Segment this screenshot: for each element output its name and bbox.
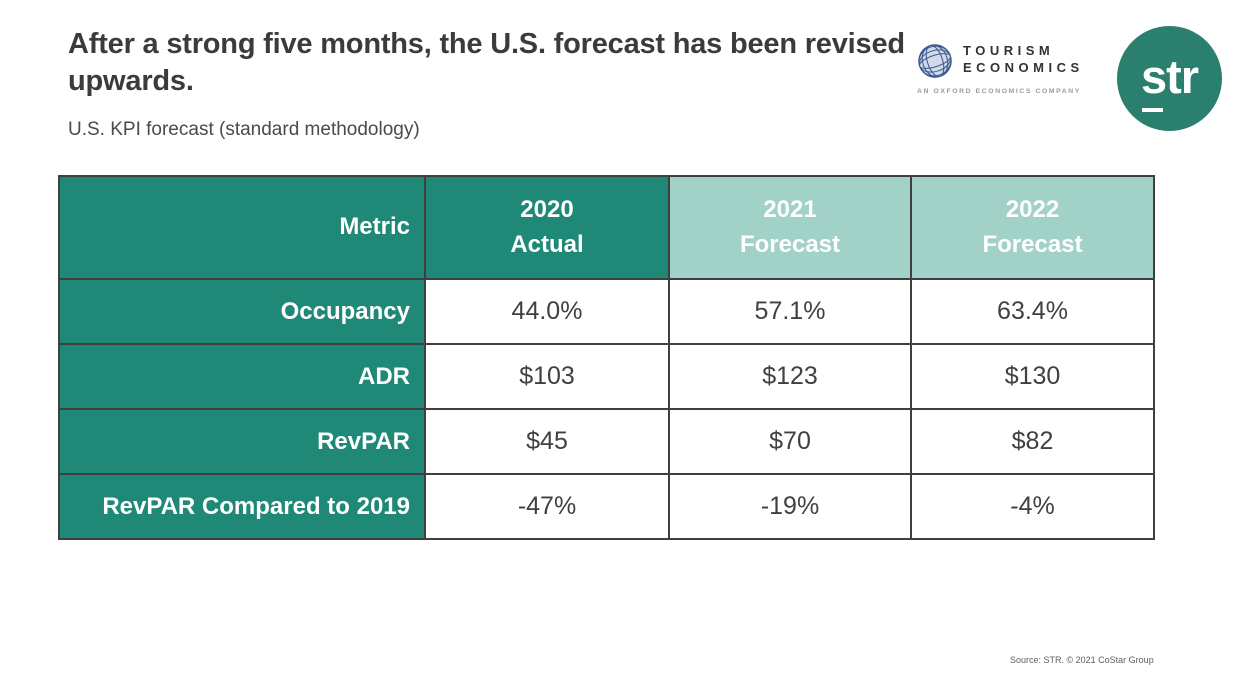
value-cell: $130 — [910, 343, 1155, 410]
str-logo: str — [1117, 26, 1222, 131]
table-row: RevPAR Compared to 2019 -47% -19% -4% — [58, 473, 1155, 540]
table-row: Occupancy 44.0% 57.1% 63.4% — [58, 278, 1155, 345]
value-cell: 44.0% — [424, 278, 670, 345]
value-cell: -19% — [668, 473, 912, 540]
metric-cell: RevPAR Compared to 2019 — [58, 473, 426, 540]
header-cell-2021-forecast: 2021 Forecast — [668, 175, 912, 280]
kpi-forecast-table: Metric 2020 Actual 2021 Forecast 2022 Fo… — [58, 175, 1155, 540]
metric-cell: ADR — [58, 343, 426, 410]
slide-subtitle: U.S. KPI forecast (standard methodology) — [68, 119, 420, 140]
header-cell-2020-actual: 2020 Actual — [424, 175, 670, 280]
table-row: ADR $103 $123 $130 — [58, 343, 1155, 410]
value-cell: $123 — [668, 343, 912, 410]
value-cell: $70 — [668, 408, 912, 475]
tourism-economics-line2: ECONOMICS — [963, 59, 1084, 75]
metric-cell: Occupancy — [58, 278, 426, 345]
str-underline — [1142, 108, 1163, 112]
value-cell: $103 — [424, 343, 670, 410]
value-cell: $45 — [424, 408, 670, 475]
header-year: 2022 — [1005, 195, 1060, 223]
header-label: Forecast — [982, 230, 1083, 258]
value-cell: -4% — [910, 473, 1155, 540]
header-label: Forecast — [739, 230, 841, 258]
value-cell: $82 — [910, 408, 1155, 475]
header-cell-metric: Metric — [58, 175, 426, 280]
str-wordmark: str — [1141, 50, 1199, 103]
source-note: Source: STR. © 2021 CoStar Group — [1010, 655, 1154, 665]
tourism-economics-logo-top: TOURISM ECONOMICS — [916, 40, 1086, 80]
table-row: RevPAR $45 $70 $82 — [58, 408, 1155, 475]
str-letters-tr: tr — [1166, 50, 1199, 103]
tourism-economics-wordmark: TOURISM ECONOMICS — [963, 40, 1084, 77]
value-cell: 63.4% — [910, 278, 1155, 345]
slide-title: After a strong five months, the U.S. for… — [68, 28, 905, 98]
table-header-row: Metric 2020 Actual 2021 Forecast 2022 Fo… — [58, 175, 1155, 280]
tourism-economics-tagline: AN OXFORD ECONOMICS COMPANY — [917, 88, 1081, 95]
header-year: 2021 — [763, 195, 817, 223]
tourism-economics-line1: TOURISM — [963, 43, 1055, 58]
tourism-economics-logo: TOURISM ECONOMICS AN OXFORD ECONOMICS CO… — [916, 40, 1086, 95]
header-year: 2020 — [520, 195, 574, 223]
globe-icon — [916, 42, 954, 80]
str-letter-s: s — [1141, 50, 1167, 103]
value-cell: -47% — [424, 473, 670, 540]
metric-cell: RevPAR — [58, 408, 426, 475]
header-label: Actual — [510, 230, 584, 258]
header-cell-2022-forecast: 2022 Forecast — [910, 175, 1155, 280]
value-cell: 57.1% — [668, 278, 912, 345]
